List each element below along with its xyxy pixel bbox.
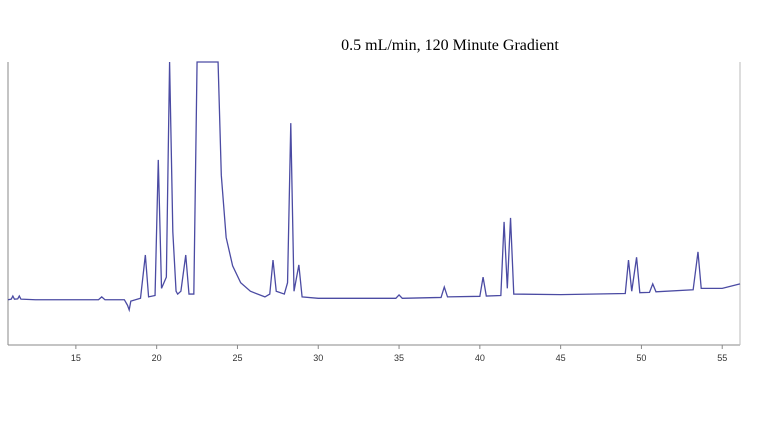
x-tick-label: 45 xyxy=(556,353,566,363)
x-tick-label: 35 xyxy=(394,353,404,363)
x-tick-label: 30 xyxy=(313,353,323,363)
x-tick-label: 55 xyxy=(717,353,727,363)
x-tick-label: 50 xyxy=(636,353,646,363)
x-tick-label: 40 xyxy=(475,353,485,363)
x-tick-label: 20 xyxy=(152,353,162,363)
x-tick-label: 25 xyxy=(232,353,242,363)
chart-title: 0.5 mL/min, 120 Minute Gradient xyxy=(341,37,559,54)
chromatogram-line xyxy=(7,61,741,313)
x-tick-label: 15 xyxy=(71,353,81,363)
